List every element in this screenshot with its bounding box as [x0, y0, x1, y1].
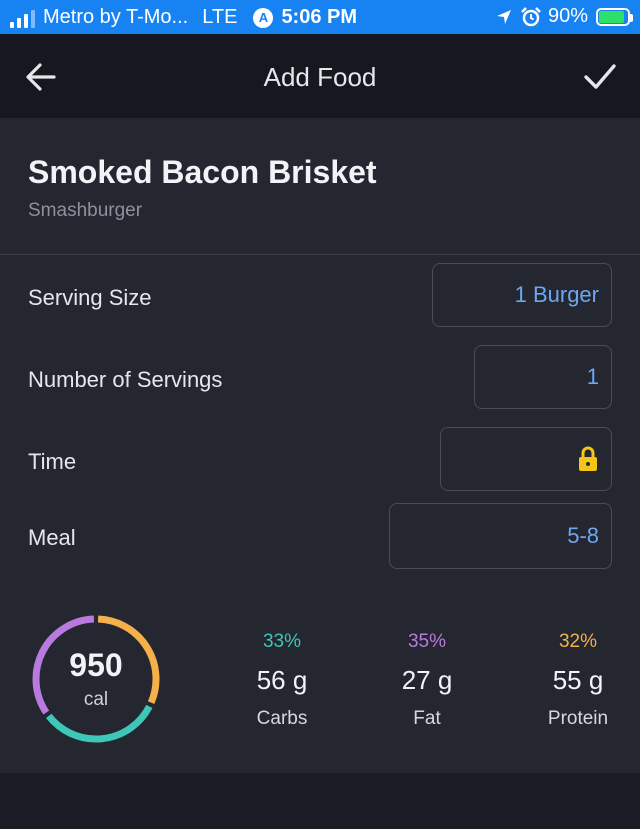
arrow-left-icon[interactable] — [24, 60, 58, 94]
battery-percent: 90% — [547, 5, 588, 27]
fat-grams: 27 g — [401, 665, 453, 695]
food-form: Serving Size 1 Burger Number of Servings… — [0, 255, 640, 773]
serving-size-label: Serving Size — [28, 285, 152, 310]
macro-fat: 35% 27 g Fat — [372, 631, 482, 730]
ring-segment-protein — [97, 615, 160, 705]
servings-value: 1 — [586, 364, 599, 389]
meal-value: 5-8 — [567, 523, 599, 548]
meal-field[interactable]: 5-8 — [389, 503, 612, 569]
protein-percent: 32% — [558, 631, 598, 652]
time-field[interactable] — [440, 427, 612, 491]
lock-icon — [579, 446, 597, 471]
carbs-grams: 56 g — [256, 665, 308, 695]
clock: 5:06 PM — [281, 6, 358, 28]
location-icon — [496, 9, 511, 24]
signal-strength-icon — [10, 8, 35, 28]
network-type: LTE — [202, 6, 238, 28]
serving-size-field[interactable]: 1 Burger — [432, 263, 612, 327]
carrier-name: Metro by T-Mo... — [43, 6, 189, 28]
status-bar: Metro by T-Mo... LTE A 5:06 PM 90% — [0, 0, 640, 34]
calorie-ring — [32, 615, 160, 743]
bottom-area — [0, 773, 640, 829]
alarm-icon — [521, 6, 541, 26]
ring-segment-carbs — [45, 704, 153, 743]
checkmark-icon[interactable] — [582, 60, 618, 94]
navigation-icon: A — [253, 7, 274, 28]
ring-segment-fat — [32, 615, 95, 715]
carbs-label: Carbs — [256, 708, 308, 729]
app-bar: Add Food — [0, 34, 640, 118]
meal-label: Meal — [28, 525, 76, 550]
protein-label: Protein — [547, 708, 609, 729]
calorie-value: 950 — [69, 647, 123, 683]
page-title: Add Food — [263, 62, 377, 92]
macro-carbs: 33% 56 g Carbs — [227, 631, 337, 730]
time-label: Time — [28, 449, 77, 474]
serving-size-value: 1 Burger — [514, 282, 599, 307]
food-brand: Smashburger — [28, 200, 143, 221]
macro-protein: 32% 55 g Protein — [523, 631, 633, 730]
food-name: Smoked Bacon Brisket — [28, 154, 377, 190]
fat-label: Fat — [413, 708, 441, 729]
carbs-percent: 33% — [262, 631, 302, 652]
battery-icon — [596, 7, 633, 26]
servings-label: Number of Servings — [28, 367, 223, 392]
food-header: Smoked Bacon Brisket Smashburger — [0, 118, 640, 255]
battery-level — [599, 10, 625, 23]
fat-percent: 35% — [407, 631, 447, 652]
servings-field[interactable]: 1 — [474, 345, 612, 409]
protein-grams: 55 g — [552, 665, 604, 695]
calorie-unit: cal — [83, 689, 109, 710]
